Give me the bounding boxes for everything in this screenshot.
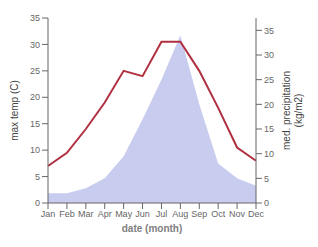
svg-text:30: 30: [30, 40, 40, 50]
svg-text:10: 10: [264, 149, 274, 159]
svg-text:Apr: Apr: [98, 209, 112, 219]
svg-text:Jan: Jan: [41, 209, 56, 219]
svg-text:20: 20: [264, 100, 274, 110]
svg-text:0: 0: [35, 198, 40, 208]
svg-text:Dec: Dec: [248, 209, 265, 219]
svg-text:Nov: Nov: [229, 209, 246, 219]
svg-text:Aug: Aug: [172, 209, 188, 219]
svg-text:35: 35: [30, 13, 40, 23]
svg-text:max temp (C): max temp (C): [9, 80, 20, 141]
svg-text:Jul: Jul: [156, 209, 168, 219]
svg-text:10: 10: [30, 145, 40, 155]
svg-text:15: 15: [30, 119, 40, 129]
svg-text:May: May: [115, 209, 133, 219]
svg-text:35: 35: [264, 26, 274, 36]
svg-text:15: 15: [264, 124, 274, 134]
svg-text:Feb: Feb: [59, 209, 75, 219]
svg-text:5: 5: [35, 172, 40, 182]
svg-text:0: 0: [264, 198, 269, 208]
svg-text:25: 25: [30, 66, 40, 76]
svg-text:Jun: Jun: [135, 209, 150, 219]
svg-text:25: 25: [264, 75, 274, 85]
svg-text:30: 30: [264, 50, 274, 60]
svg-text:Oct: Oct: [211, 209, 226, 219]
svg-text:Mar: Mar: [78, 209, 94, 219]
svg-text:20: 20: [30, 92, 40, 102]
svg-text:5: 5: [264, 174, 269, 184]
svg-text:med. precipitation(kg/m2): med. precipitation(kg/m2): [281, 71, 304, 150]
svg-text:date (month): date (month): [122, 223, 183, 234]
svg-text:Sep: Sep: [191, 209, 207, 219]
